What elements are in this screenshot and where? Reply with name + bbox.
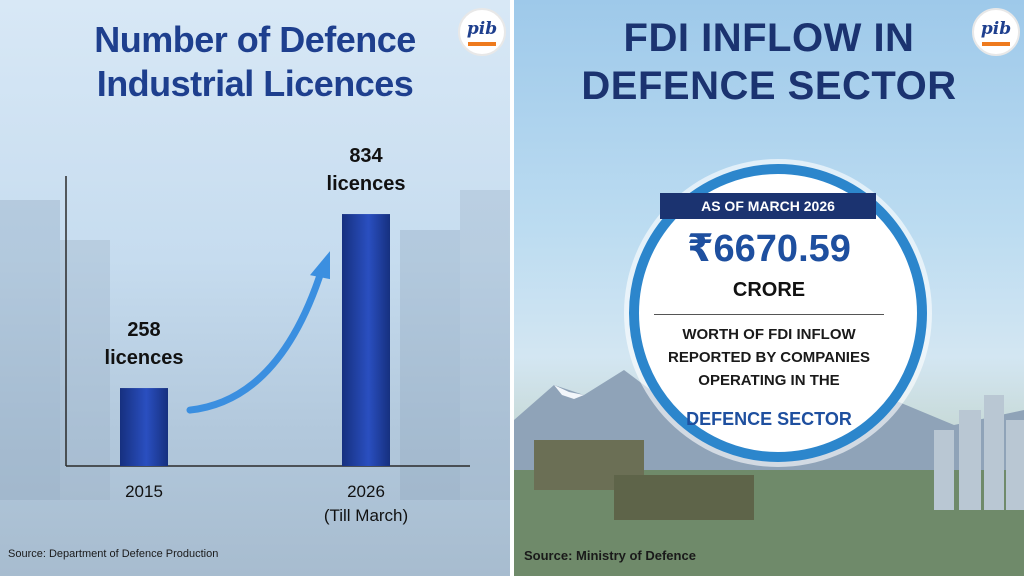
category-label-2026: 2026 (347, 482, 385, 501)
fdi-desc-line3: OPERATING IN THE (698, 372, 840, 389)
fdi-title: FDI INFLOW IN DEFENCE SECTOR (514, 14, 1024, 110)
background-buildings (0, 190, 510, 500)
data-label-number-2026: 834 (349, 145, 383, 167)
fdi-unit: CRORE (732, 279, 806, 301)
fdi-background (514, 370, 1024, 576)
pib-logo-right-text: pib (980, 19, 1012, 39)
fdi-desc-line1: WORTH OF FDI INFLOW (682, 326, 856, 343)
city-skyline (934, 395, 1024, 510)
data-label-number-2015: 258 (127, 319, 160, 341)
licences-bar-chart: 258 licences 2015 834 licences 2026 (Till Marc… (0, 145, 510, 525)
fdi-title-line2: DEFENCE SECTOR (581, 64, 957, 108)
data-label-unit-2015: licences (105, 347, 184, 369)
licences-title: Number of Defence Industrial Licences (0, 18, 510, 106)
fdi-amount: ₹6670.59 (687, 228, 851, 270)
bar-2026 (342, 214, 390, 466)
licences-panel: 258 licences 2015 834 licences 2026 (Till Marc… (0, 0, 510, 576)
pib-logo-text: pib (466, 19, 498, 39)
bar-2015 (120, 388, 168, 466)
snow-peaks (554, 385, 584, 399)
growth-arrow (186, 265, 326, 414)
fdi-desc-line2: REPORTED BY COMPANIES (668, 349, 870, 366)
fdi-divider (654, 314, 884, 315)
pib-logo-right-stripe (982, 42, 1010, 46)
licences-title-line1: Number of Defence (94, 19, 416, 60)
fdi-sector: DEFENCE SECTOR (686, 409, 852, 429)
category-sublabel-2026: (Till March) (324, 506, 408, 525)
pib-logo-right: pib (972, 8, 1020, 56)
category-label-2015: 2015 (125, 482, 163, 501)
fdi-description: WORTH OF FDI INFLOW REPORTED BY COMPANIE… (514, 323, 1024, 392)
licences-source: Source: Department of Defence Production (8, 548, 219, 560)
as-of-ribbon: AS OF MARCH 2026 (660, 193, 876, 219)
growth-arrowhead (310, 251, 330, 280)
pib-logo: pib (458, 8, 506, 56)
licences-title-line2: Industrial Licences (96, 63, 414, 104)
fdi-source: Source: Ministry of Defence (524, 548, 696, 563)
pib-logo-stripe (468, 42, 496, 46)
fdi-title-line1: FDI INFLOW IN (623, 16, 915, 60)
fdi-panel: FDI INFLOW IN DEFENCE SECTOR pib AS OF M… (514, 0, 1024, 576)
military-truck (614, 475, 754, 520)
data-label-unit-2026: licences (327, 173, 406, 195)
